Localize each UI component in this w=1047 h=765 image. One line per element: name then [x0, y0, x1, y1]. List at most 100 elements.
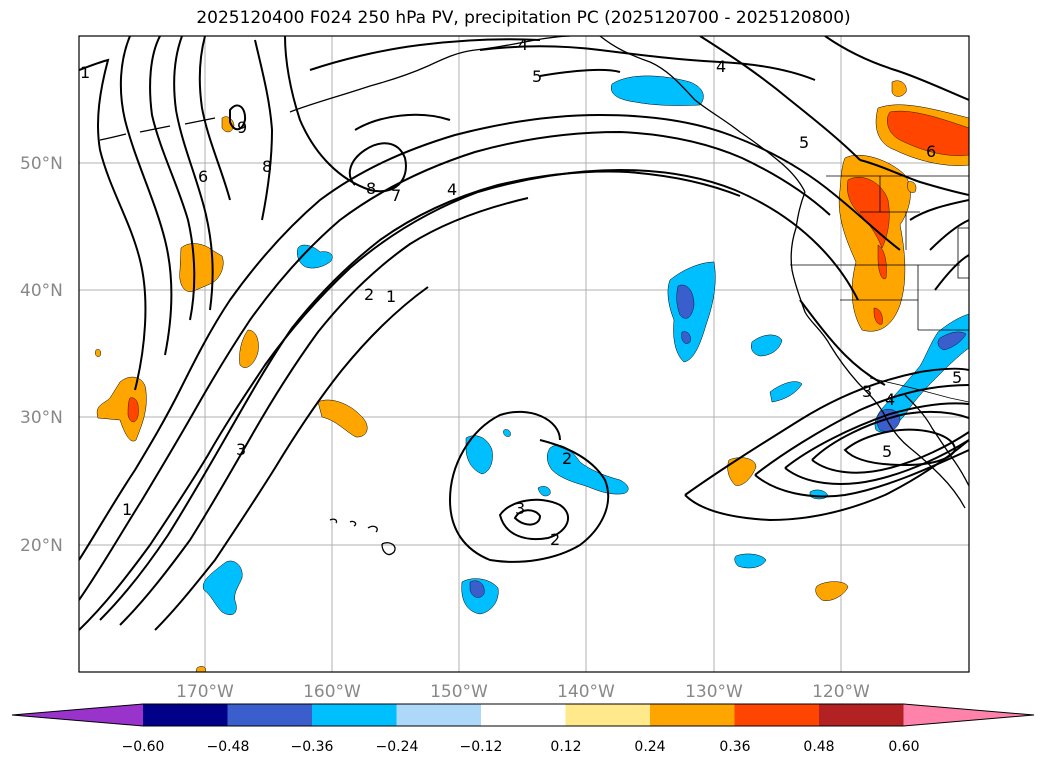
- pv-contour: [173, 36, 214, 311]
- political-boundaries: [790, 175, 969, 403]
- colorbar-extension-high: [903, 704, 1034, 726]
- contour-label: 5: [532, 67, 542, 86]
- contour-label: 2: [364, 285, 374, 304]
- precip-area: [847, 177, 890, 249]
- precip-strong-positive-areas: [127, 110, 969, 423]
- colorbar-segment: [143, 704, 228, 726]
- map-title: 2025120400 F024 250 hPa PV, precipitatio…: [196, 8, 851, 28]
- pv-contour: [119, 197, 529, 626]
- pv-contour: [229, 104, 247, 131]
- contour-label: 9: [237, 118, 247, 137]
- precip-area: [547, 444, 629, 495]
- lon-label: 140°W: [557, 682, 615, 702]
- colorbar-segment: [312, 704, 397, 726]
- contour-label: 3: [862, 382, 872, 401]
- lat-label: 40°N: [20, 281, 63, 301]
- precip-area: [610, 75, 704, 106]
- precip-area: [727, 457, 757, 486]
- pv-contour: [539, 68, 621, 77]
- pv-contour: [799, 299, 886, 386]
- pv-contour: [811, 410, 969, 474]
- contour-label: 8: [262, 157, 272, 176]
- latitude-labels: 50°N 40°N 30°N 20°N: [20, 154, 63, 556]
- contour-label: 5: [882, 442, 892, 461]
- pv-contour: [284, 36, 407, 193]
- contour-label: 2: [562, 449, 572, 468]
- colorbar-segment: [819, 704, 904, 726]
- colorbar-segment: [565, 704, 651, 726]
- colorbar-tick-label: −0.60: [122, 739, 165, 755]
- colorbar-outline: [11, 703, 1035, 727]
- contour-label: 5: [952, 368, 962, 387]
- contour-label: 4: [716, 57, 726, 76]
- alaska-panhandle-coastline: [599, 36, 806, 193]
- lon-label: 120°W: [812, 682, 870, 702]
- lat-label: 20°N: [20, 536, 63, 556]
- contour-label-group: 1 6 9 8 8 7 4 5 4 4 5 6 2 1 3 1 2 3 2 3 …: [80, 35, 962, 549]
- pv-contour: [448, 410, 610, 563]
- colorbar-tick-label: −0.48: [207, 739, 250, 755]
- pv-contour: [79, 130, 831, 601]
- precip-area: [769, 381, 803, 403]
- colorbar-tick-labels: −0.60 −0.48 −0.36 −0.24 −0.12 0.12 0.24 …: [122, 739, 920, 755]
- pv-contour: [934, 254, 969, 291]
- state-border: [957, 227, 969, 279]
- contour-label: 1: [80, 63, 90, 82]
- baja-coastline: [859, 384, 966, 509]
- lon-label: 170°W: [176, 682, 234, 702]
- pv-contour: [254, 39, 274, 221]
- colorbar-tick-label: −0.24: [376, 739, 419, 755]
- colorbar-tick-label: −0.36: [291, 739, 334, 755]
- lon-label: 160°W: [303, 682, 361, 702]
- lat-label: 30°N: [20, 408, 63, 428]
- pv-contours: [79, 36, 969, 631]
- precip-area: [96, 376, 147, 442]
- pv-contour: [843, 428, 957, 467]
- colorbar-tick-label: 0.48: [803, 739, 834, 755]
- pv-contour: [79, 58, 147, 391]
- precip-area: [907, 181, 917, 193]
- lon-label: 130°W: [685, 682, 743, 702]
- pv-contour: [684, 367, 969, 496]
- colorbar-tick-label: 0.12: [550, 739, 581, 755]
- contour-label: 6: [198, 167, 208, 186]
- precip-area: [239, 329, 259, 368]
- pv-contour: [498, 498, 570, 541]
- precip-area: [681, 331, 691, 344]
- pv-contour: [79, 168, 859, 631]
- colorbar-tick-label: 0.24: [634, 739, 665, 755]
- colorbar-segment: [734, 704, 820, 726]
- contour-label: 2: [550, 530, 560, 549]
- pv-contour: [479, 45, 816, 81]
- colorbar: [11, 703, 1035, 727]
- contour-label: 4: [885, 390, 895, 409]
- contour-label: 4: [518, 35, 528, 54]
- pv-contour: [784, 402, 969, 485]
- pv-contour: [684, 439, 969, 522]
- precip-area: [751, 334, 783, 357]
- colorbar-segment: [481, 704, 566, 726]
- pv-contour: [198, 36, 231, 201]
- precip-area: [317, 399, 368, 438]
- precip-area: [95, 349, 102, 357]
- pv-contour: [119, 36, 173, 356]
- lon-label: 150°W: [430, 682, 488, 702]
- precip-strong-negative-areas: [469, 284, 967, 598]
- precip-area: [887, 110, 969, 156]
- pv-contour: [754, 384, 969, 498]
- mexico-coastline: [904, 394, 969, 487]
- longitude-labels: 170°W 160°W 150°W 140°W 130°W 120°W: [176, 682, 870, 702]
- lat-label: 50°N: [20, 154, 63, 174]
- colorbar-tick-label: 0.36: [719, 739, 750, 755]
- pv-contour: [513, 509, 542, 526]
- contour-label: 1: [122, 500, 132, 519]
- plot-frame: [78, 35, 970, 673]
- colorbar-tick-label: −0.12: [460, 739, 503, 755]
- pv-contour: [79, 113, 901, 561]
- pv-contour: [824, 36, 969, 101]
- hawaii-coastline: [329, 518, 396, 556]
- precip-area: [537, 486, 551, 497]
- precip-area: [873, 307, 883, 325]
- pv-contour: [99, 170, 741, 621]
